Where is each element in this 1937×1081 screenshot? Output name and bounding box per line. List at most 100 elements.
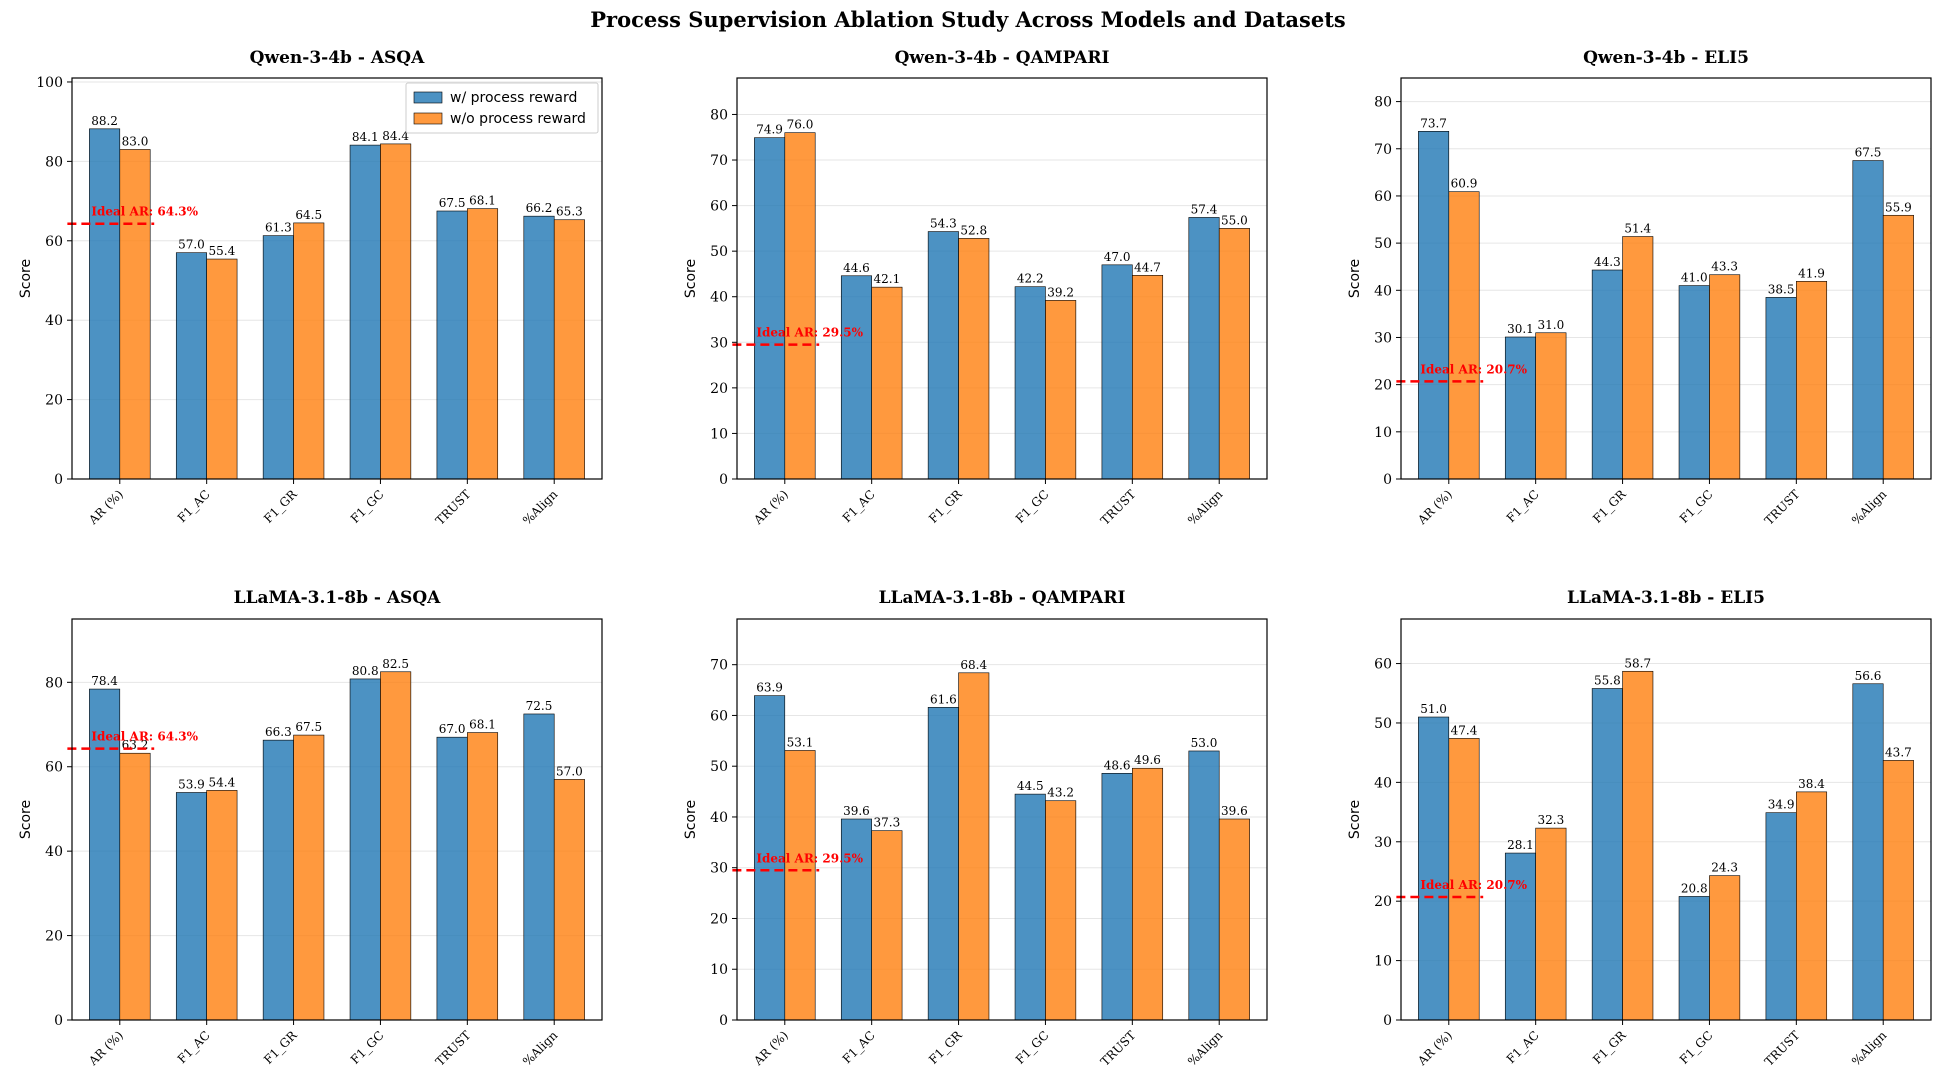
y-tick-label: 20 [45, 393, 63, 409]
x-tick-label: F1_AC [175, 487, 213, 525]
y-tick-label: 30 [710, 335, 728, 351]
y-axis-label: Score [18, 800, 34, 839]
x-tick-label: TRUST [1098, 1028, 1139, 1069]
bar-value-label: 51.0 [1420, 702, 1447, 716]
bar-without-process-reward [1882, 760, 1914, 1021]
bar-without-process-reward [1796, 281, 1828, 480]
bar-value-label: 66.2 [526, 201, 553, 215]
bar-value-label: 41.9 [1798, 266, 1825, 280]
bar-value-label: 39.6 [1221, 804, 1248, 818]
y-tick-label: 0 [54, 472, 63, 488]
y-tick-label: 40 [1374, 283, 1392, 299]
bar-value-label: 51.4 [1624, 222, 1651, 236]
bar-value-label: 48.6 [1104, 758, 1131, 772]
bar-value-label: 67.5 [295, 720, 322, 734]
y-tick-label: 50 [1374, 236, 1392, 252]
y-tick-label: 60 [710, 199, 728, 215]
bar-without-process-reward [1709, 274, 1741, 480]
bar-without-process-reward [380, 671, 412, 1021]
bar-with-process-reward [754, 695, 786, 1021]
y-tick-label: 10 [710, 426, 728, 442]
bar-value-label: 67.5 [1855, 146, 1882, 160]
y-tick-label: 80 [710, 107, 728, 123]
x-tick-label: F1_AC [840, 1028, 878, 1066]
x-tick-label: F1_GC [1013, 1028, 1052, 1067]
bar-value-label: 61.3 [265, 221, 292, 235]
legend: w/ process reward w/o process reward [405, 82, 599, 134]
bar-value-label: 57.0 [178, 238, 205, 252]
bar-without-process-reward [553, 779, 585, 1021]
bar-value-label: 53.1 [787, 735, 814, 749]
bar-value-label: 74.9 [756, 123, 783, 137]
bar-value-label: 73.7 [1420, 116, 1447, 130]
y-tick-label: 40 [45, 844, 63, 860]
bar-value-label: 68.4 [960, 658, 987, 672]
chart-panel-1: Qwen-3-4b - ASQA Score 0 20 40 60 80 100 88.2 83.… [18, 48, 603, 528]
panels: Qwen-3-4b - ASQAScore02040608010088.283.… [18, 48, 1932, 1069]
y-tick-label: 60 [710, 708, 728, 724]
bar-value-label: 78.4 [91, 674, 118, 688]
bar-with-process-reward [436, 736, 468, 1021]
bar-value-label: 68.1 [469, 194, 496, 208]
bar-without-process-reward [206, 258, 238, 480]
bar-with-process-reward [1014, 286, 1046, 480]
bar-value-label: 32.3 [1538, 813, 1565, 827]
x-tick-label: TRUST [1762, 487, 1803, 528]
x-tick-label: F1_GC [348, 1028, 387, 1067]
y-tick-label: 40 [1374, 775, 1392, 791]
bar-with-process-reward [262, 739, 294, 1021]
bar-without-process-reward [467, 208, 499, 480]
y-tick-label: 10 [1374, 954, 1392, 970]
bar-value-label: 20.8 [1681, 881, 1708, 895]
y-axis-label: Score [1347, 800, 1363, 839]
bar-value-label: 58.7 [1624, 656, 1651, 670]
bar-value-label: 43.7 [1885, 745, 1912, 759]
bar-with-process-reward [1418, 716, 1450, 1021]
chart-title: Qwen-3-4b - ASQA [250, 48, 425, 68]
bar-value-label: 66.3 [265, 725, 292, 739]
bar-without-process-reward [1622, 670, 1654, 1021]
bar-value-label: 53.0 [1191, 736, 1218, 750]
y-tick-label: 40 [710, 810, 728, 826]
bar-value-label: 44.3 [1594, 255, 1621, 269]
bar-with-process-reward [1188, 750, 1220, 1021]
x-tick-label: AR (%) [85, 1028, 126, 1069]
bar-with-process-reward [1765, 297, 1797, 480]
y-tick-label: 60 [45, 760, 63, 776]
bar-value-label: 72.5 [526, 699, 553, 713]
x-tick-label: AR (%) [1414, 1028, 1455, 1069]
y-axis-label: Score [683, 259, 699, 298]
y-tick-label: 20 [1374, 378, 1392, 394]
y-tick-label: 80 [1374, 95, 1392, 111]
y-tick-label: 50 [1374, 716, 1392, 732]
chart-title: LLaMA-3.1-8b - QAMPARI [879, 588, 1126, 608]
ideal-ar-label: Ideal AR: 64.3% [91, 730, 198, 744]
bar-value-label: 39.6 [843, 804, 870, 818]
x-tick-label: %Align [1185, 1028, 1226, 1069]
bar-value-label: 42.2 [1017, 272, 1044, 286]
bar-value-label: 83.0 [122, 134, 149, 148]
bar-value-label: 44.5 [1017, 779, 1044, 793]
bar-without-process-reward [871, 286, 903, 480]
bar-value-label: 55.9 [1885, 200, 1912, 214]
x-tick-label: F1_GC [348, 487, 387, 526]
y-tick-label: 10 [710, 962, 728, 978]
bar-value-label: 82.5 [382, 657, 409, 671]
bar-without-process-reward [1132, 767, 1164, 1021]
bar-with-process-reward [262, 235, 294, 480]
bar-with-process-reward [927, 707, 959, 1021]
bar-value-label: 28.1 [1507, 838, 1534, 852]
legend-label: w/o process reward [450, 111, 586, 127]
y-tick-label: 40 [710, 290, 728, 306]
bar-value-label: 31.0 [1538, 318, 1565, 332]
bar-value-label: 38.4 [1798, 777, 1825, 791]
bar-value-label: 64.5 [295, 208, 322, 222]
bar-without-process-reward [1045, 800, 1077, 1021]
bar-without-process-reward [206, 790, 238, 1021]
x-tick-label: F1_GR [1590, 487, 1629, 526]
legend-swatch [413, 112, 443, 125]
legend-swatch [413, 91, 443, 104]
axes-frame [71, 618, 603, 1021]
bar-without-process-reward [119, 752, 151, 1021]
